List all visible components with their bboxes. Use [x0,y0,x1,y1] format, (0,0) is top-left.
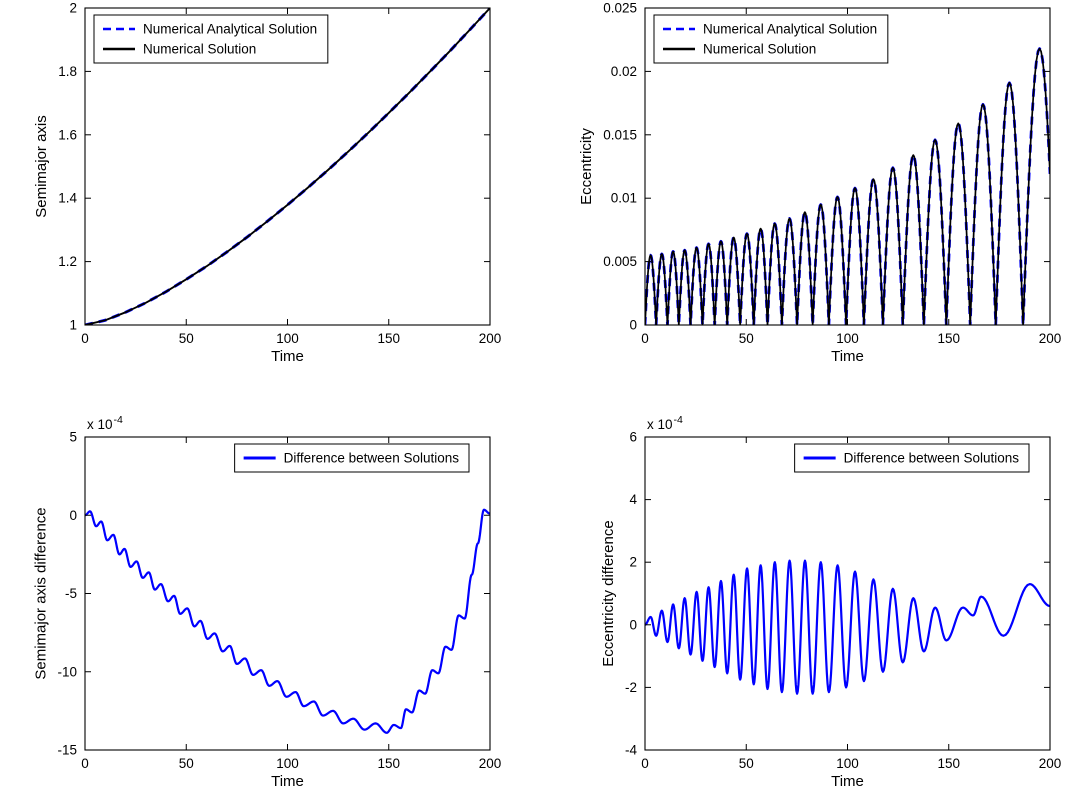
y-tick-label: -15 [57,743,77,758]
x-tick-label: 0 [81,331,89,346]
x-axis-label: Time [831,773,864,790]
y-axis-label: Eccentricity [578,128,595,205]
y-tick-label: 1.4 [58,191,77,206]
y-tick-label: 4 [629,492,637,507]
y-tick-label: 1 [69,318,77,333]
chart-panel-eccentricity: 0 50 100 150 200 0 0.005 0.01 0.015 0.02 0.025 Time… [578,1,1061,366]
x-tick-label: 150 [937,331,960,346]
legend-entry-label: Difference between Solutions [284,451,460,466]
y-axis-label: Semimajor axis [33,115,50,218]
x-tick-label: 200 [1039,331,1062,346]
y-tick-label: 0.005 [603,254,637,269]
y-tick-label: 1.8 [58,64,77,79]
x-axis-label: Time [271,348,304,365]
y-axis-exponent: x 10-4 [647,414,683,432]
y-tick-label: 5 [69,430,77,445]
x-tick-label: 150 [377,331,400,346]
series-difference-between-solutions [85,508,490,734]
legend-entry-label: Numerical Analytical Solution [703,22,877,37]
legend-entry-label: Numerical Analytical Solution [143,22,317,37]
x-tick-label: 100 [276,331,299,346]
series-group [85,8,490,325]
y-tick-label: -5 [65,586,77,601]
y-tick-label: 1.6 [58,127,77,142]
y-axis-exponent: x 10-4 [87,414,123,432]
x-tick-label: 150 [937,756,960,771]
legend-box [653,14,889,64]
y-tick-label: -4 [625,743,637,758]
legend-entry-label: Difference between Solutions [844,451,1020,466]
x-tick-label: 50 [179,756,194,771]
series-group [645,559,1050,695]
legend-entry-label: Numerical Solution [143,42,256,57]
y-tick-label: 2 [69,1,77,16]
x-tick-label: 0 [81,756,89,771]
legend: Difference between Solutions [234,443,470,473]
x-tick-label: 0 [641,331,649,346]
y-tick-label: 0 [629,318,637,333]
x-tick-label: 100 [836,331,859,346]
series-numerical-solution [645,47,1050,325]
exponent-power: -4 [674,414,683,426]
x-tick-label: 200 [1039,756,1062,771]
legend-box [93,14,329,64]
x-tick-label: 100 [836,756,859,771]
y-tick-label: 0.015 [603,127,637,142]
y-tick-label: 0.02 [611,64,637,79]
y-tick-label: 0 [629,617,637,632]
x-tick-label: 50 [739,331,754,346]
x-tick-label: 50 [179,331,194,346]
x-axis-label: Time [831,348,864,365]
y-tick-label: 2 [629,555,637,570]
exponent-prefix: x 10 [647,417,673,432]
series-group [85,508,490,734]
chart-panel-semimajor-axis-difference: 0 50 100 150 200 -15 -10 -5 0 5 Time Semimajor axis… [32,414,501,790]
legend: Numerical Analytical Solution Numerical S… [653,14,889,64]
x-tick-label: 150 [377,756,400,771]
y-tick-label: -10 [57,664,77,679]
axes-box [84,436,491,751]
x-tick-label: 100 [276,756,299,771]
legend: Difference between Solutions [794,443,1030,473]
legend-entry-label: Numerical Solution [703,42,816,57]
y-tick-label: 6 [629,430,637,445]
x-tick-label: 200 [479,331,502,346]
axes-box [644,436,1051,751]
exponent-power: -4 [114,414,123,426]
chart-panel-eccentricity-difference: 0 50 100 150 200 -4 -2 0 2 4 6 Time Eccentricity dif… [600,414,1061,790]
x-tick-label: 50 [739,756,754,771]
x-tick-label: 0 [641,756,649,771]
x-axis-label: Time [271,773,304,790]
x-tick-label: 200 [479,756,502,771]
legend: Numerical Analytical Solution Numerical S… [93,14,329,64]
y-axis-label: Semimajor axis difference [32,507,49,679]
series-numerical-solution [85,8,490,325]
series-difference-between-solutions [645,559,1050,695]
exponent-prefix: x 10 [87,417,113,432]
y-axis-label: Eccentricity difference [600,520,617,666]
y-tick-label: 1.2 [58,254,77,269]
y-tick-label: -2 [625,680,637,695]
y-tick-label: 0.01 [611,191,637,206]
series-group [645,47,1050,325]
chart-panel-semimajor-axis: 0 50 100 150 200 1 1.2 1.4 1.6 1.8 2 Time Semimajor … [33,1,501,366]
y-tick-label: 0 [69,508,77,523]
y-tick-label: 0.025 [603,1,637,16]
